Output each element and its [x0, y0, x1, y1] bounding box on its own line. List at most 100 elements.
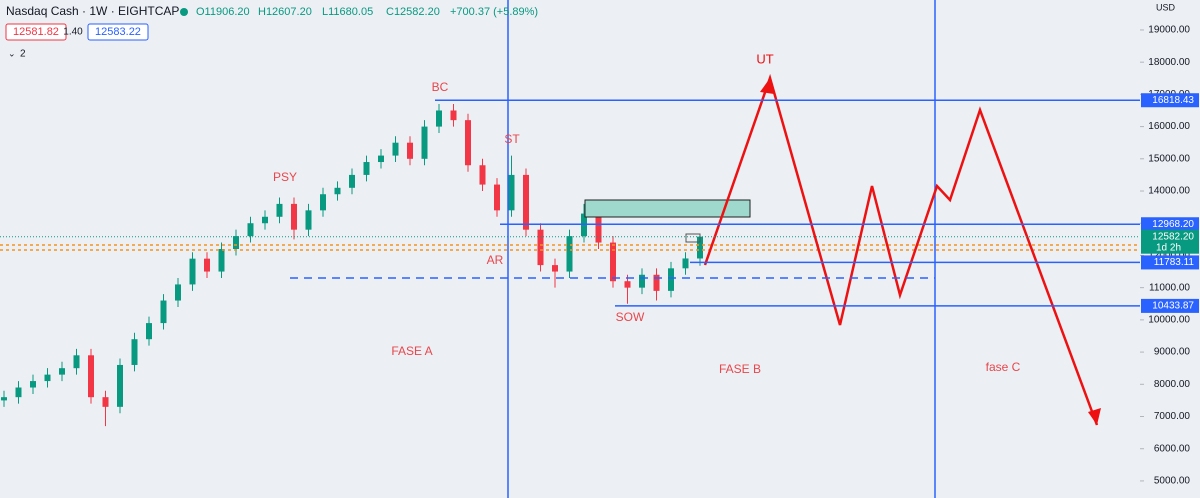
candle-body	[175, 284, 181, 301]
candle-body	[160, 300, 167, 324]
candle-body	[30, 381, 36, 388]
candle-body	[218, 249, 225, 272]
small-box	[685, 233, 701, 243]
candle-body	[233, 236, 239, 249]
candle-body	[189, 258, 196, 285]
candle-body	[146, 323, 152, 340]
candle-body	[668, 268, 674, 291]
candle-body	[102, 397, 109, 407]
candle-body	[450, 110, 457, 121]
candle-body	[697, 236, 703, 259]
wyckoff-label: PSY	[273, 170, 297, 184]
candle-body	[334, 187, 341, 195]
candle-body	[494, 184, 500, 211]
last-price-box	[1141, 229, 1199, 254]
candle-body	[131, 339, 138, 365]
candle-body	[15, 387, 22, 398]
zone-box	[584, 199, 751, 218]
candle-body	[653, 274, 660, 291]
currency: USD	[1156, 2, 1176, 12]
y-tick-label: 9000.00	[1154, 347, 1191, 358]
candle-body	[639, 274, 645, 288]
projection-path	[703, 73, 1099, 426]
change-value: +700.37 (+5.89%)	[450, 6, 538, 18]
candle-body	[610, 242, 616, 282]
candle-body	[73, 355, 80, 369]
price-label-box	[1141, 298, 1199, 313]
indicator-count[interactable]: 2	[20, 49, 26, 60]
candle-body	[305, 210, 312, 230]
spread: 1.40	[63, 27, 83, 38]
candle-body	[392, 142, 399, 156]
candle-body	[421, 126, 428, 159]
wyckoff-label: AR	[487, 253, 504, 267]
y-tick-label: 19000.00	[1148, 25, 1190, 36]
y-tick-label: 6000.00	[1154, 443, 1191, 454]
price-label: 12968.20	[1152, 219, 1194, 230]
candle-body	[88, 355, 94, 398]
ohlc-value: L11680.05	[322, 6, 373, 18]
y-tick-label: 15000.00	[1148, 153, 1190, 164]
y-tick-label: 10000.00	[1148, 315, 1190, 326]
candle-body	[682, 258, 689, 269]
wyckoff-label: FASE B	[719, 362, 761, 376]
buy-price[interactable]: 12583.22	[95, 26, 141, 38]
candle-body	[1, 397, 7, 401]
candle-body	[349, 174, 355, 188]
y-tick-label: 18000.00	[1148, 57, 1190, 68]
price-label: 11783.11	[1154, 257, 1195, 268]
candle-body	[204, 258, 210, 272]
wyckoff-label: ST	[504, 132, 520, 146]
arrow-head	[1088, 408, 1101, 425]
candle-body	[363, 162, 370, 175]
candle-body	[291, 203, 297, 230]
price-label-box	[1141, 255, 1199, 270]
sell-button[interactable]	[5, 23, 67, 41]
arrow-head	[760, 78, 774, 94]
candle-body	[59, 368, 65, 375]
buy-button[interactable]	[87, 23, 149, 41]
y-tick-label: 8000.00	[1154, 379, 1191, 390]
candle-body	[465, 120, 471, 166]
wyckoff-label: fase C	[986, 360, 1021, 374]
candle-body	[276, 203, 283, 217]
candle-body	[624, 281, 631, 288]
candle-body	[595, 213, 602, 243]
symbol-title: Nasdaq Cash · 1W · EIGHTCAP	[6, 4, 179, 18]
candle-body	[436, 110, 442, 127]
candle-body	[479, 165, 486, 185]
candle-body	[247, 223, 254, 237]
candle-body	[566, 236, 573, 272]
candle-body	[407, 142, 413, 159]
candle-body	[523, 174, 529, 230]
candle-body	[320, 194, 326, 211]
price-label-box	[1141, 93, 1199, 108]
candle-body	[552, 265, 558, 272]
candle-body	[508, 174, 515, 211]
sell-price[interactable]: 12581.82	[13, 26, 59, 38]
price-label: 16818.43	[1152, 95, 1194, 106]
y-tick-label: 5000.00	[1154, 476, 1191, 487]
ohlc-value: O11906.20	[196, 6, 250, 18]
countdown-label: 1d 2h	[1156, 242, 1181, 253]
wyckoff-label: UT	[756, 51, 773, 66]
wyckoff-label: SOW	[616, 310, 645, 324]
ohlc-value: H12607.20	[258, 6, 312, 18]
candle-body	[117, 364, 123, 407]
candle-body	[378, 155, 384, 163]
candle-body	[44, 374, 51, 382]
market-status	[180, 8, 188, 16]
wyckoff-label: FASE A	[391, 344, 432, 358]
candle-body	[537, 229, 544, 266]
y-tick-label: 7000.00	[1154, 411, 1191, 422]
price-label: 10433.87	[1152, 301, 1194, 312]
y-tick-label: 16000.00	[1148, 121, 1190, 132]
candle-body	[262, 216, 268, 224]
indicator-toggle[interactable]: ⌄	[8, 48, 16, 58]
last-price-label: 12582.20	[1152, 231, 1194, 242]
y-tick-label: 11000.00	[1149, 282, 1190, 293]
wyckoff-label: BC	[432, 80, 449, 94]
y-tick-label: 14000.00	[1148, 186, 1190, 197]
